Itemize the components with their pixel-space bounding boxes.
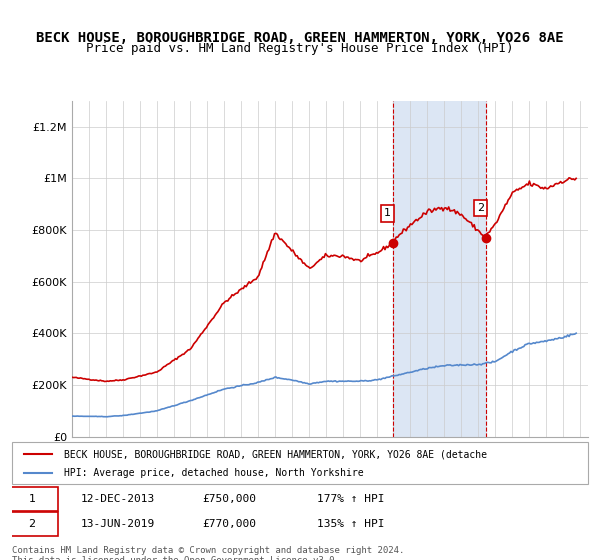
FancyBboxPatch shape — [12, 442, 588, 484]
Text: 12-DEC-2013: 12-DEC-2013 — [81, 494, 155, 504]
Text: Contains HM Land Registry data © Crown copyright and database right 2024.
This d: Contains HM Land Registry data © Crown c… — [12, 546, 404, 560]
Text: 2: 2 — [29, 519, 36, 529]
Bar — [392, 101, 485, 437]
Text: 135% ↑ HPI: 135% ↑ HPI — [317, 519, 385, 529]
Text: BECK HOUSE, BOROUGHBRIDGE ROAD, GREEN HAMMERTON, YORK, YO26 8AE (detache: BECK HOUSE, BOROUGHBRIDGE ROAD, GREEN HA… — [64, 449, 487, 459]
Text: 1: 1 — [29, 494, 35, 504]
Text: 13-JUN-2019: 13-JUN-2019 — [81, 519, 155, 529]
Text: Price paid vs. HM Land Registry's House Price Index (HPI): Price paid vs. HM Land Registry's House … — [86, 42, 514, 55]
Text: 1: 1 — [384, 208, 391, 218]
Text: BECK HOUSE, BOROUGHBRIDGE ROAD, GREEN HAMMERTON, YORK, YO26 8AE: BECK HOUSE, BOROUGHBRIDGE ROAD, GREEN HA… — [36, 31, 564, 45]
Text: £770,000: £770,000 — [202, 519, 256, 529]
FancyBboxPatch shape — [6, 487, 58, 511]
Text: HPI: Average price, detached house, North Yorkshire: HPI: Average price, detached house, Nort… — [64, 468, 364, 478]
Text: 177% ↑ HPI: 177% ↑ HPI — [317, 494, 385, 504]
FancyBboxPatch shape — [6, 512, 58, 536]
Text: 2: 2 — [477, 203, 484, 213]
Text: £750,000: £750,000 — [202, 494, 256, 504]
